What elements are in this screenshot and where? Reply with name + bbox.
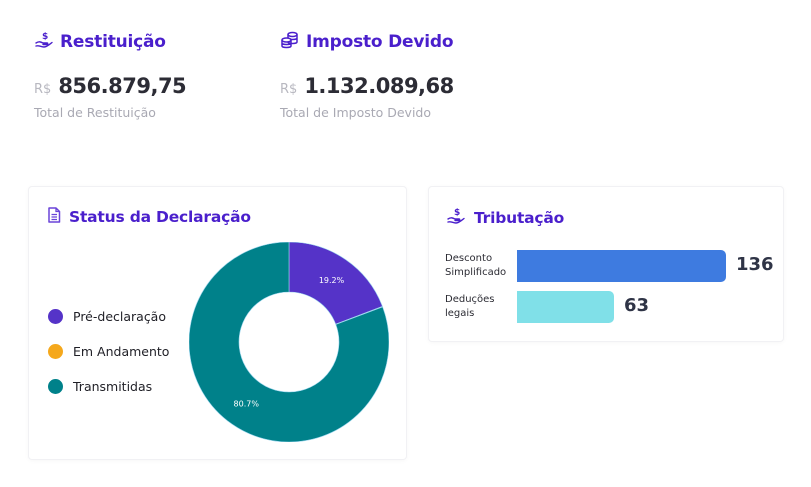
kpi-imposto-header: Imposto Devido	[280, 30, 454, 54]
bar-value: 63	[624, 295, 650, 316]
kpi-restituicao-title: Restituição	[60, 32, 166, 52]
legend-label: Transmitidas	[73, 379, 153, 394]
donut-slice-transmitidas[interactable]	[189, 242, 389, 442]
hand-dollar-icon: $	[34, 30, 54, 54]
donut-value-label: 80.7%	[234, 400, 260, 409]
legend-label: Em Andamento	[73, 344, 170, 359]
hand-dollar-icon: $	[446, 206, 466, 230]
tributacao-card-header: $ Tributação	[446, 206, 564, 230]
legend-dot	[48, 309, 63, 324]
tributacao-card-title: Tributação	[474, 209, 565, 227]
currency-symbol: R$	[34, 82, 52, 97]
svg-text:$: $	[42, 32, 48, 42]
status-declaracao-card: Status da Declaração Pré-declaração Em A…	[29, 187, 406, 459]
legend-dot	[48, 344, 63, 359]
kpi-imposto-devido: Imposto Devido R$ 1.132.089,68 Total de …	[280, 30, 454, 120]
donut-legend: Pré-declaração Em Andamento Transmitidas	[48, 299, 169, 404]
legend-item-transmitidas[interactable]: Transmitidas	[48, 369, 169, 404]
kpi-restituicao-header: $ Restituição	[34, 30, 186, 54]
kpi-imposto-title: Imposto Devido	[306, 32, 454, 52]
svg-text:$: $	[454, 208, 460, 218]
kpi-imposto-value: 1.132.089,68	[304, 74, 454, 98]
legend-item-em-andamento[interactable]: Em Andamento	[48, 334, 169, 369]
kpi-restituicao: $ Restituição R$ 856.879,75 Total de Res…	[34, 30, 187, 120]
document-icon	[47, 207, 61, 227]
currency-symbol: R$	[280, 82, 298, 97]
status-card-header: Status da Declaração	[47, 207, 251, 227]
bar-row-desconto-simplificado: Desconto Simplificado 136	[429, 250, 783, 282]
kpi-imposto-subtitle: Total de Imposto Devido	[280, 105, 432, 120]
donut-value-label: 19.2%	[319, 276, 345, 285]
bar-desconto-simplificado[interactable]	[517, 250, 726, 282]
kpi-restituicao-value: 856.879,75	[58, 74, 187, 98]
bar-label: Deduções legais	[445, 294, 495, 319]
coins-stack-icon	[280, 30, 300, 54]
bar-row-deducoes-legais: Deduções legais 63	[429, 291, 783, 323]
legend-dot	[48, 379, 63, 394]
bar-label: Desconto Simplificado	[445, 253, 507, 278]
tributacao-card: $ Tributação Desconto Simplificado 136 D…	[429, 187, 783, 341]
legend-item-pre-declaracao[interactable]: Pré-declaração	[48, 299, 169, 334]
bar-deducoes-legais[interactable]	[517, 291, 614, 323]
status-card-title: Status da Declaração	[69, 208, 251, 226]
kpi-restituicao-subtitle: Total de Restituição	[34, 105, 156, 120]
status-donut-chart: 19.2% 80.7%	[189, 242, 389, 442]
bar-value: 136	[736, 254, 774, 275]
legend-label: Pré-declaração	[73, 309, 166, 324]
